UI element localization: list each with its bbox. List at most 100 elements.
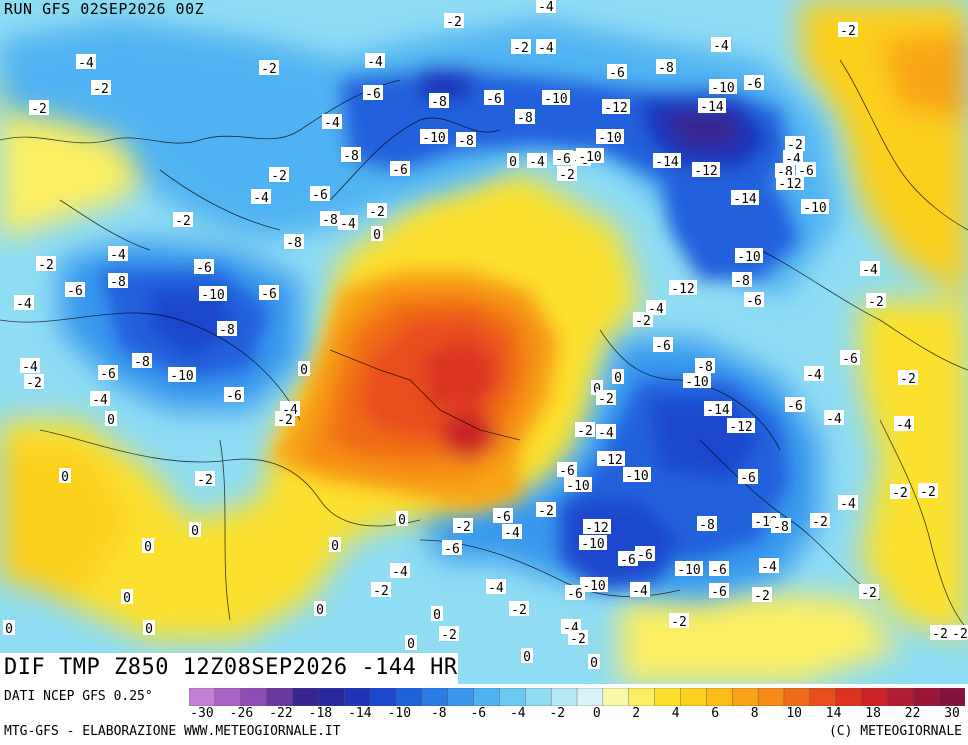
contour-label-text: -2 (441, 628, 457, 643)
contour-label: 0 (507, 153, 519, 170)
contour-label-text: -4 (806, 368, 822, 383)
contour-label: -4 (711, 37, 731, 54)
contour-label: -2 (439, 626, 459, 643)
color-swatch (266, 688, 294, 706)
contour-label: -6 (785, 397, 805, 414)
contour-label-text: 0 (433, 608, 441, 623)
color-swatch (835, 688, 863, 706)
contour-label: -6 (65, 282, 85, 299)
contour-label: -2 (930, 625, 950, 642)
color-swatch (783, 688, 811, 706)
contour-label: -6 (363, 85, 383, 102)
footer-credit: MTG-GFS - ELABORAZIONE WWW.METEOGIORNALE… (4, 724, 341, 739)
contour-label-text: -10 (737, 250, 760, 265)
contour-label: -12 (692, 162, 720, 179)
color-swatch (680, 688, 708, 706)
contour-label: -8 (320, 211, 340, 228)
contour-label-text: -6 (100, 367, 116, 382)
contour-label: -2 (444, 13, 464, 30)
contour-label: -4 (251, 189, 271, 206)
contour-label: -2 (918, 483, 938, 500)
contour-label-text: -10 (711, 81, 734, 96)
contour-label-text: -6 (312, 188, 328, 203)
contour-label: 0 (396, 511, 408, 528)
contour-label-text: -10 (677, 563, 700, 578)
contour-label: -4 (90, 391, 110, 408)
contour-label-text: -6 (486, 92, 502, 107)
contour-label: -6 (635, 546, 655, 563)
contour-label: -14 (653, 153, 681, 170)
contour-label: -6 (565, 585, 585, 602)
contour-label-text: -12 (694, 164, 717, 179)
contour-label: -8 (429, 93, 449, 110)
contour-label: -4 (365, 53, 385, 70)
contour-label-text: -4 (862, 263, 878, 278)
contour-label: -4 (108, 246, 128, 263)
contour-label-text: -10 (566, 479, 589, 494)
contour-label-text: -14 (706, 403, 730, 418)
contour-label-text: -10 (582, 579, 605, 594)
color-swatch (706, 688, 733, 706)
contour-label: -4 (14, 295, 34, 312)
contour-label-text: -4 (896, 418, 912, 433)
contour-label-text: 0 (123, 591, 131, 606)
contour-label: -2 (195, 471, 215, 488)
contour-label-text: -2 (892, 486, 908, 501)
footer-copyright: (C) METEOGIORNALE (828, 724, 962, 739)
contour-label: -2 (91, 80, 111, 97)
map-title: DIF TMP Z850 12Z08SEP2026 -144 HR (0, 653, 458, 684)
contour-label: -2 (536, 502, 556, 519)
contour-label-text: -2 (277, 413, 293, 428)
contour-label: -6 (442, 540, 462, 557)
contour-label-text: 0 (593, 382, 601, 397)
contour-label-text: -6 (746, 77, 762, 92)
contour-label-text: -6 (495, 510, 511, 525)
contour-label: -14 (731, 190, 759, 207)
contour-label: -4 (894, 416, 914, 433)
contour-label-text: -2 (513, 41, 529, 56)
contour-label: -10 (735, 248, 763, 265)
contour-label: -10 (542, 90, 570, 107)
contour-label-text: 0 (145, 622, 153, 637)
contour-label: -4 (759, 558, 779, 575)
contour-label: -6 (607, 64, 627, 81)
color-scale-tick: 10 (786, 706, 802, 721)
contour-label-text: 0 (373, 228, 381, 243)
contour-label-text: -2 (577, 424, 593, 439)
color-scale-bar (189, 688, 965, 706)
contour-label-text: -10 (581, 537, 604, 552)
contour-label: -2 (367, 203, 387, 220)
contour-label-text: -12 (778, 177, 801, 192)
color-swatch (654, 688, 682, 706)
contour-label: -2 (838, 22, 858, 39)
contour-label: -4 (860, 261, 880, 278)
contour-label: -6 (194, 259, 214, 276)
color-swatch (292, 688, 320, 706)
color-scale-ticks: -30 -26 -22 -18 -14 -10 -8 -6 -4 -2 0 2 4 6 8 10 14 18 22 3… (0, 706, 968, 722)
contour-label-text: -2 (511, 603, 527, 618)
contour-label: 0 (142, 538, 154, 555)
contour-label-text: -2 (369, 205, 385, 220)
color-scale-tick: -26 (229, 706, 254, 721)
contour-label: -2 (568, 630, 588, 647)
contour-label-text: -2 (197, 473, 213, 488)
contour-label-text: -8 (773, 520, 789, 535)
contour-label-text: -6 (787, 399, 803, 414)
color-swatch (240, 688, 268, 706)
contour-label-text: -4 (92, 393, 108, 408)
color-swatch (214, 688, 242, 706)
color-scale-tick: 0 (592, 706, 601, 721)
contour-label: 0 (121, 589, 133, 606)
contour-label: -6 (744, 292, 764, 309)
contour-label-text: -4 (16, 297, 32, 312)
contour-label: -4 (804, 366, 824, 383)
contour-label: 0 (405, 635, 417, 652)
contour-label: -4 (502, 524, 522, 541)
contour-label-text: -4 (110, 248, 126, 263)
contour-label: -10 (199, 286, 227, 303)
contour-label-text: 0 (144, 540, 152, 555)
contour-label-text: 0 (61, 470, 69, 485)
contour-label-text: -6 (196, 261, 212, 276)
color-swatch (318, 688, 345, 706)
contour-label-text: -4 (761, 560, 777, 575)
